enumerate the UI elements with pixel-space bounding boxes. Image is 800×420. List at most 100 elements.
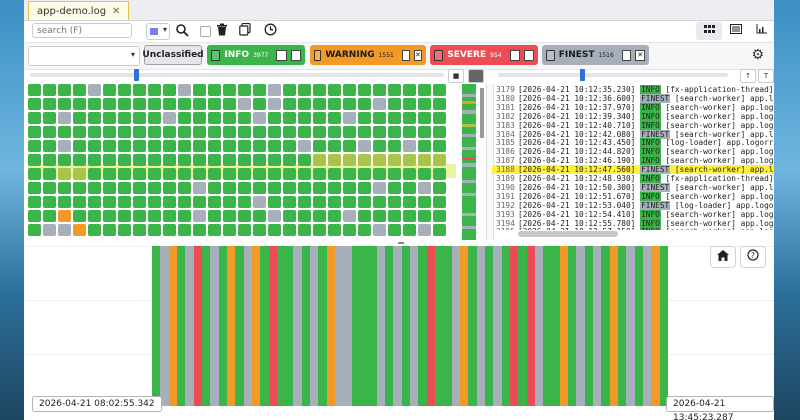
- grid-cell[interactable]: [178, 98, 191, 110]
- close-icon[interactable]: ✕: [414, 50, 422, 61]
- grid-cell[interactable]: [358, 154, 371, 166]
- grid-cell[interactable]: [103, 98, 116, 110]
- grid-cell[interactable]: [148, 196, 161, 208]
- grid-cell[interactable]: [88, 168, 101, 180]
- font-smaller-icon[interactable]: ↑: [740, 69, 756, 83]
- grid-cell[interactable]: [343, 112, 356, 124]
- grid-cell[interactable]: [373, 196, 386, 208]
- grid-cell[interactable]: [223, 196, 236, 208]
- grid-cell[interactable]: [283, 196, 296, 208]
- grid-cell[interactable]: [433, 154, 446, 166]
- grid-cell[interactable]: [298, 112, 311, 124]
- grid-cell[interactable]: [328, 196, 341, 208]
- grid-cell[interactable]: [208, 224, 221, 236]
- grid-cell[interactable]: [88, 140, 101, 152]
- grid-cell[interactable]: [238, 98, 251, 110]
- grid-cell[interactable]: [103, 210, 116, 222]
- grid-cell[interactable]: [298, 126, 311, 138]
- log-grid[interactable]: [28, 84, 454, 240]
- grid-cell[interactable]: [43, 84, 56, 96]
- grid-cell[interactable]: [103, 126, 116, 138]
- grid-cell[interactable]: [88, 84, 101, 96]
- grid-cell[interactable]: [313, 112, 326, 124]
- grid-cell[interactable]: [43, 126, 56, 138]
- grid-cell[interactable]: [313, 154, 326, 166]
- grid-cell[interactable]: [208, 126, 221, 138]
- grid-cell[interactable]: [298, 168, 311, 180]
- grid-cell[interactable]: [103, 196, 116, 208]
- grid-cell[interactable]: [358, 112, 371, 124]
- grid-cell[interactable]: [313, 210, 326, 222]
- grid-cell[interactable]: [298, 224, 311, 236]
- grid-cell[interactable]: [118, 98, 131, 110]
- grid-cell[interactable]: [43, 140, 56, 152]
- grid-cell[interactable]: [148, 112, 161, 124]
- grid-cell[interactable]: [208, 84, 221, 96]
- grid-cell[interactable]: [433, 168, 446, 180]
- grid-cell[interactable]: [178, 168, 191, 180]
- slider-knob[interactable]: [134, 69, 139, 81]
- grid-cell[interactable]: [28, 224, 41, 236]
- grid-cell[interactable]: [28, 154, 41, 166]
- grid-cell[interactable]: [268, 154, 281, 166]
- grid-cell[interactable]: [313, 224, 326, 236]
- minimap[interactable]: [462, 84, 476, 240]
- grid-cell[interactable]: [178, 140, 191, 152]
- grid-cell[interactable]: [433, 126, 446, 138]
- grid-cell[interactable]: [388, 224, 401, 236]
- font-larger-icon[interactable]: T: [758, 69, 774, 83]
- grid-cell[interactable]: [118, 182, 131, 194]
- grid-cell[interactable]: [433, 84, 446, 96]
- toggle-checkbox[interactable]: [402, 50, 410, 61]
- toggle-checkbox[interactable]: [510, 50, 520, 61]
- grid-cell[interactable]: [58, 112, 71, 124]
- grid-cell[interactable]: [148, 182, 161, 194]
- grid-cell[interactable]: [388, 210, 401, 222]
- grid-cell[interactable]: [118, 154, 131, 166]
- grid-cell[interactable]: [268, 126, 281, 138]
- grid-cell[interactable]: [253, 196, 266, 208]
- grid-cell[interactable]: [73, 210, 86, 222]
- grid-cell[interactable]: [58, 224, 71, 236]
- grid-cell[interactable]: [403, 112, 416, 124]
- grid-cell[interactable]: [178, 196, 191, 208]
- log-row[interactable]: 3190 [2026-04-21 10:12:50.300] FINEST [se…: [492, 183, 774, 192]
- toggle-checkbox[interactable]: [276, 50, 286, 61]
- grid-cell[interactable]: [298, 154, 311, 166]
- grid-cell[interactable]: [238, 196, 251, 208]
- grid-cell[interactable]: [328, 182, 341, 194]
- grid-cell[interactable]: [163, 126, 176, 138]
- log-row[interactable]: 3181 [2026-04-21 10:12:37.970] INFO [sear…: [492, 103, 774, 112]
- grid-cell[interactable]: [358, 224, 371, 236]
- grid-cell[interactable]: [58, 84, 71, 96]
- grid-cell[interactable]: [358, 210, 371, 222]
- grid-cell[interactable]: [88, 196, 101, 208]
- grid-cell[interactable]: [88, 98, 101, 110]
- log-row[interactable]: 3193 [2026-04-21 10:12:54.410] INFO [sear…: [492, 210, 774, 219]
- grid-cell[interactable]: [133, 126, 146, 138]
- grid-cell[interactable]: [43, 98, 56, 110]
- grid-cell[interactable]: [253, 112, 266, 124]
- grid-cell[interactable]: [208, 154, 221, 166]
- grid-cell[interactable]: [103, 224, 116, 236]
- grid-cell[interactable]: [373, 154, 386, 166]
- grid-cell[interactable]: [58, 154, 71, 166]
- grid-cell[interactable]: [418, 224, 431, 236]
- grid-cell[interactable]: [148, 140, 161, 152]
- grid-cell[interactable]: [163, 140, 176, 152]
- grid-cell[interactable]: [283, 182, 296, 194]
- grid-cell[interactable]: [253, 84, 266, 96]
- grid-cell[interactable]: [373, 84, 386, 96]
- grid-cell[interactable]: [43, 112, 56, 124]
- grid-cell[interactable]: [193, 196, 206, 208]
- grid-cell[interactable]: [358, 182, 371, 194]
- grid-cell[interactable]: [163, 98, 176, 110]
- grid-cell[interactable]: [163, 182, 176, 194]
- grid-cell[interactable]: [43, 196, 56, 208]
- grid-cell[interactable]: [163, 224, 176, 236]
- grid-cell[interactable]: [148, 84, 161, 96]
- grid-cell[interactable]: [343, 84, 356, 96]
- grid-cell[interactable]: [373, 224, 386, 236]
- grid-cell[interactable]: [163, 210, 176, 222]
- copy-icon[interactable]: [237, 23, 253, 39]
